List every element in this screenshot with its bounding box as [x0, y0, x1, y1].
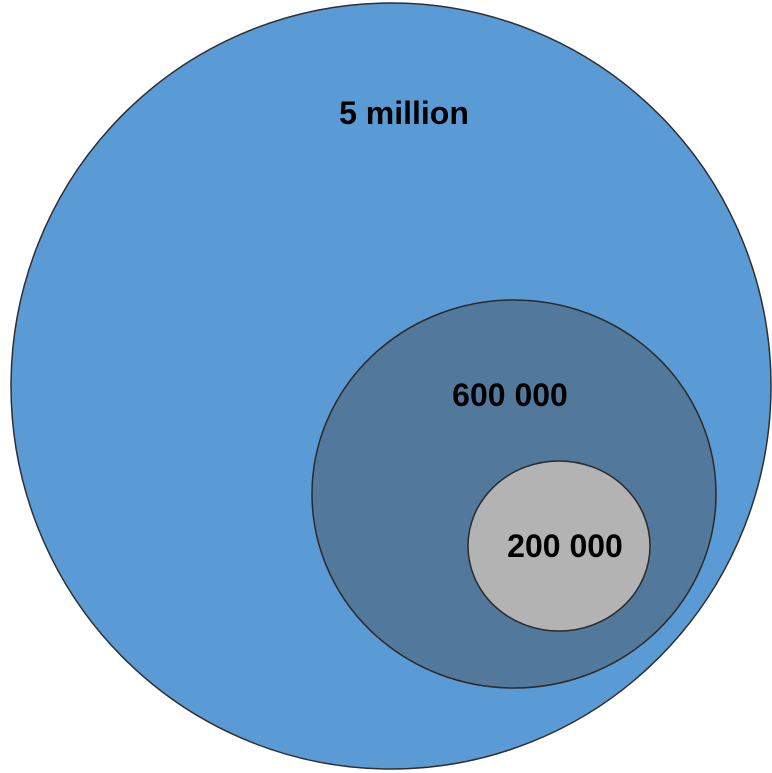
outer-circle-label: 5 million [339, 95, 469, 131]
inner-circle-label: 200 000 [507, 528, 623, 564]
middle-circle-label: 600 000 [452, 377, 568, 413]
inner-circle [467, 460, 651, 632]
